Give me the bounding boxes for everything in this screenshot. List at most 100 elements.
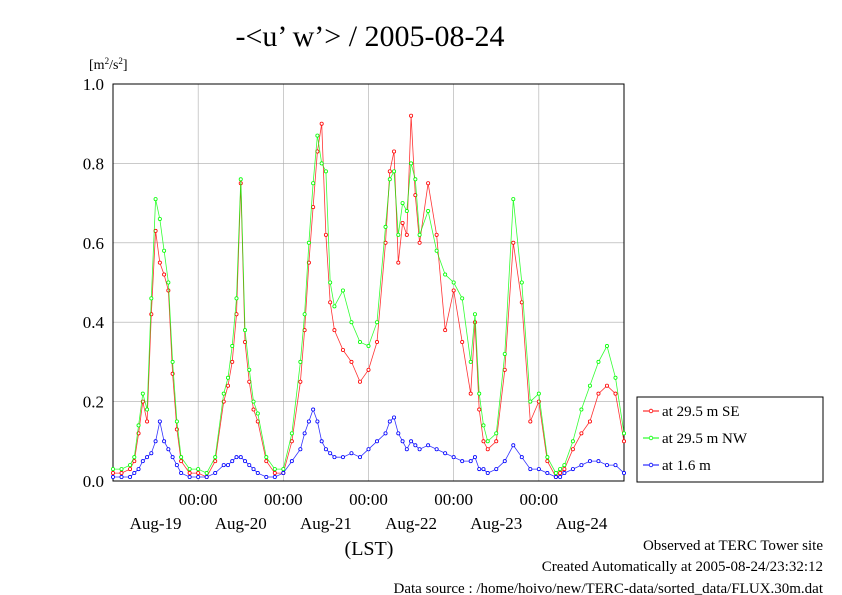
series-point — [225, 375, 230, 380]
series-point — [196, 467, 201, 472]
chart-title: -<u’ w’> / 2005-08-24 — [235, 20, 504, 53]
series-line — [113, 135, 625, 474]
date-tick-label: Aug-20 — [215, 514, 267, 533]
series-point — [485, 439, 490, 444]
series-point — [272, 475, 277, 480]
series-point — [311, 407, 316, 412]
series-point — [460, 459, 465, 464]
series-point — [413, 443, 418, 448]
series-point — [179, 459, 184, 464]
series-point — [323, 169, 328, 174]
series-point — [468, 359, 473, 364]
series-point — [234, 296, 239, 301]
series-point — [306, 240, 311, 245]
series-point — [170, 359, 175, 364]
series-point — [545, 459, 550, 464]
series-point — [366, 344, 371, 349]
series-point — [481, 423, 486, 428]
series-point — [221, 391, 226, 396]
series-point — [298, 359, 303, 364]
series-point — [596, 459, 601, 464]
series-point — [587, 459, 592, 464]
series-point — [392, 149, 397, 154]
y-unit-mid: /s — [109, 58, 118, 73]
legend: at 29.5 m SE at 29.5 m NW at 1.6 m — [636, 396, 824, 483]
series-point — [179, 455, 184, 460]
series-point — [536, 391, 541, 396]
series-point — [204, 475, 209, 480]
series-point — [230, 359, 235, 364]
series-point — [153, 197, 158, 202]
series-point — [413, 177, 418, 182]
series-point — [417, 232, 422, 237]
series-point — [613, 391, 618, 396]
series-point — [519, 455, 524, 460]
series-point — [328, 280, 333, 285]
series-point — [349, 451, 354, 456]
series-point — [323, 447, 328, 452]
grid-lines — [113, 84, 624, 481]
series-point — [289, 459, 294, 464]
y-tick-labels: 0.0 0.2 0.4 0.6 0.8 1.0 — [83, 75, 105, 491]
series-point — [387, 169, 392, 174]
series-point — [426, 443, 431, 448]
series-point — [111, 471, 116, 476]
series-point — [434, 447, 439, 452]
series-point — [247, 367, 252, 372]
y-tick-label: 0.6 — [83, 234, 104, 253]
series-line — [113, 115, 625, 478]
series-point — [119, 467, 124, 472]
series-point — [111, 467, 116, 472]
series-point — [528, 399, 533, 404]
series-point — [494, 439, 499, 444]
series-point — [451, 280, 456, 285]
series-point — [387, 419, 392, 424]
series-point — [328, 300, 333, 305]
series-point — [553, 475, 558, 480]
series-point — [409, 113, 414, 118]
series-point — [179, 471, 184, 476]
series-point — [302, 431, 307, 436]
y-unit-end: ] — [123, 58, 128, 73]
series-point — [119, 471, 124, 476]
series-point — [587, 383, 592, 388]
series-point — [562, 471, 567, 476]
series-point — [332, 304, 337, 309]
time-tick-label: 00:00 — [519, 490, 558, 509]
series-point — [111, 475, 116, 480]
series-point — [481, 467, 486, 472]
x-tick-labels: 00:00 00:00 00:00 00:00 00:00 Aug-19 Aug-20 Aug… — [130, 490, 608, 533]
series-point — [409, 161, 414, 166]
series-point — [132, 455, 137, 460]
series-point — [302, 312, 307, 317]
y-tick-label: 0.2 — [83, 393, 104, 412]
series-point — [375, 320, 380, 325]
series-point — [579, 463, 584, 468]
series-point — [443, 272, 448, 277]
series-point — [136, 423, 141, 428]
series-point — [306, 419, 311, 424]
series-point — [426, 181, 431, 186]
series-3 — [111, 407, 627, 480]
series-point — [166, 288, 171, 293]
series-point — [357, 379, 362, 384]
series-point — [443, 451, 448, 456]
plot-frame — [112, 83, 625, 482]
series-point — [140, 391, 145, 396]
series-point — [187, 471, 192, 476]
series-point — [225, 463, 230, 468]
series-point — [132, 471, 137, 476]
series-point — [145, 419, 150, 424]
series-point — [545, 471, 550, 476]
series-point — [434, 248, 439, 253]
series-layer — [111, 113, 627, 480]
series-point — [558, 471, 563, 476]
series-point — [166, 280, 171, 285]
series-point — [251, 399, 256, 404]
series-point — [315, 133, 320, 138]
date-tick-label: Aug-24 — [555, 514, 607, 533]
series-point — [426, 209, 431, 214]
series-point — [392, 415, 397, 420]
series-point — [545, 455, 550, 460]
series-point — [357, 455, 362, 460]
